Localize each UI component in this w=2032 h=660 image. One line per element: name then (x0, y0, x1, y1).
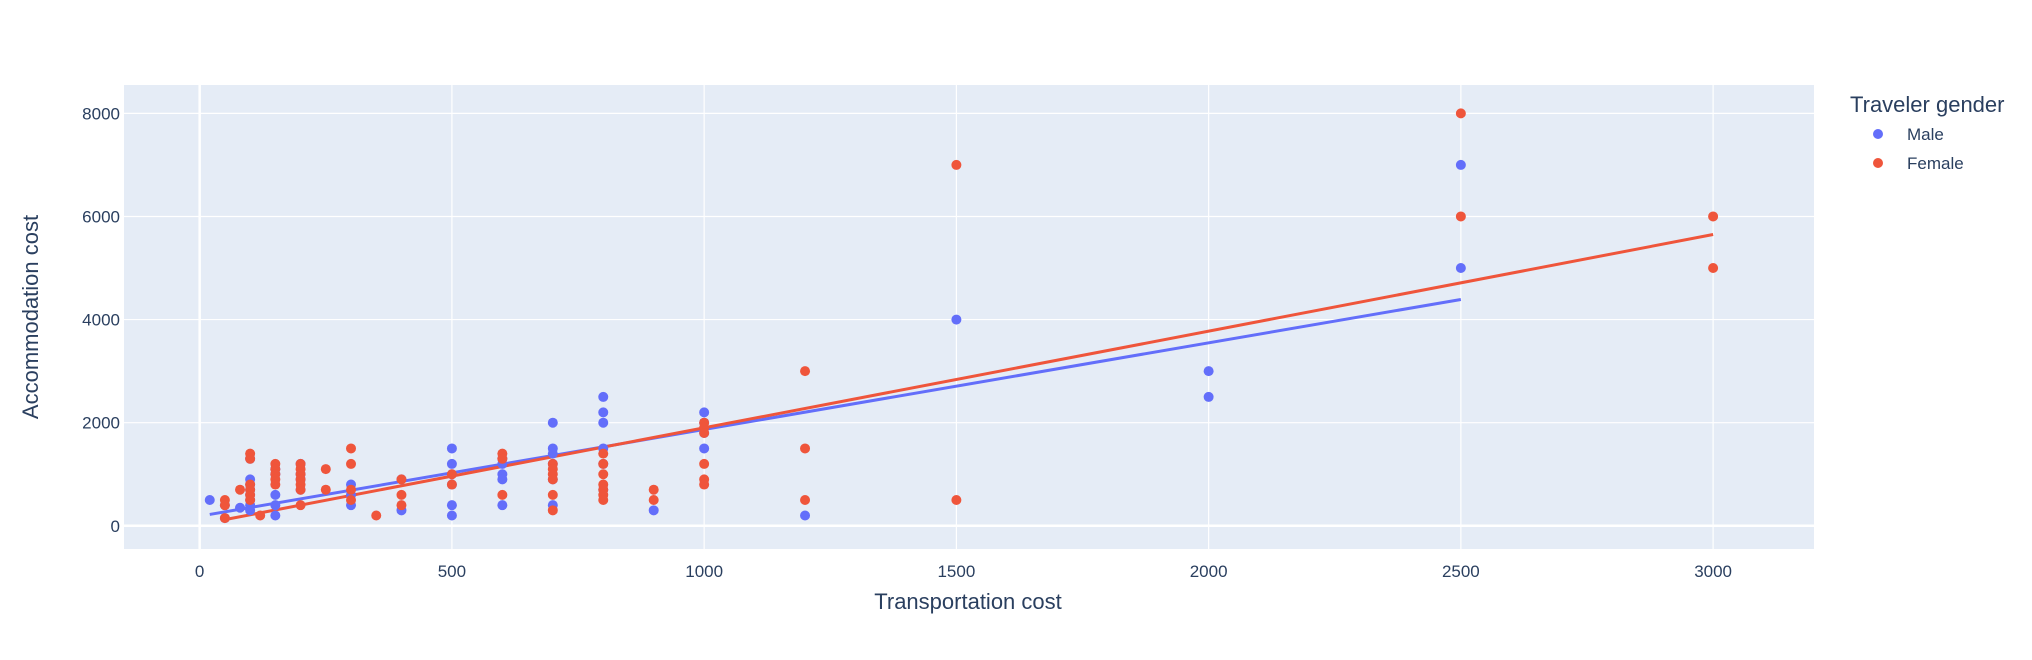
male-point (446, 458, 457, 469)
female-point (648, 484, 659, 495)
male-point (699, 443, 710, 454)
male-point (951, 314, 962, 325)
female-point (497, 453, 508, 464)
points (204, 108, 1719, 524)
female-point (800, 366, 811, 377)
male-point (446, 500, 457, 511)
male-point (800, 510, 811, 521)
female-point (598, 448, 609, 459)
female-trendline (224, 233, 1714, 522)
female-point (1708, 211, 1719, 222)
male-point (245, 505, 256, 516)
female-point (346, 443, 357, 454)
legend-title: Traveler gender (1850, 92, 2004, 117)
female-point (320, 484, 331, 495)
female-point (371, 510, 382, 521)
male-point (270, 489, 281, 500)
male-point (270, 510, 281, 521)
female-point (396, 489, 407, 500)
female-point (396, 500, 407, 511)
female-point (699, 479, 710, 490)
legend-marker-male (1873, 129, 1883, 139)
y-tick-label: 2000 (82, 414, 120, 433)
female-point (951, 495, 962, 506)
legend-label-female: Female (1907, 154, 1964, 173)
y-tick-label: 8000 (82, 104, 120, 123)
male-point (598, 391, 609, 402)
male-trendline (209, 297, 1462, 516)
x-tick-label: 2000 (1190, 562, 1228, 581)
male-point (598, 417, 609, 428)
male-point (497, 500, 508, 511)
x-tick-label: 1500 (937, 562, 975, 581)
female-point (219, 513, 230, 524)
female-point (547, 474, 558, 485)
female-point (800, 495, 811, 506)
female-point (446, 479, 457, 490)
male-point (446, 443, 457, 454)
y-tick-label: 0 (111, 517, 120, 536)
male-point (1203, 366, 1214, 377)
male-point (547, 448, 558, 459)
female-point (598, 495, 609, 506)
male-point (1455, 263, 1466, 274)
x-axis-ticks: 0 500 1000 1500 2000 2500 3000 (195, 562, 1732, 581)
x-tick-label: 0 (195, 562, 204, 581)
x-tick-label: 500 (438, 562, 466, 581)
y-axis-ticks: 0 2000 4000 6000 8000 (82, 104, 120, 535)
female-point (295, 500, 306, 511)
male-point (699, 407, 710, 418)
female-point (1455, 108, 1466, 119)
legend: Traveler gender Male Female (1850, 92, 2004, 173)
female-point (547, 489, 558, 500)
female-point (1708, 263, 1719, 274)
female-point (346, 458, 357, 469)
x-tick-label: 3000 (1694, 562, 1732, 581)
y-axis-title: Accommodation cost (18, 215, 43, 419)
female-point (648, 495, 659, 506)
female-point (255, 510, 266, 521)
female-point (800, 443, 811, 454)
female-point (219, 500, 230, 511)
female-point (951, 159, 962, 170)
female-point (346, 484, 357, 495)
male-point (497, 474, 508, 485)
y-tick-label: 4000 (82, 311, 120, 330)
male-point (648, 505, 659, 516)
y-tick-label: 6000 (82, 207, 120, 226)
x-tick-label: 1000 (685, 562, 723, 581)
male-point (547, 417, 558, 428)
male-point (204, 495, 215, 506)
female-point (547, 505, 558, 516)
female-point (235, 484, 246, 495)
female-point (699, 428, 710, 438)
male-point (235, 502, 246, 513)
male-point (270, 500, 281, 511)
female-point (598, 458, 609, 469)
female-point (396, 474, 407, 485)
female-point (245, 495, 256, 506)
male-point (598, 407, 609, 418)
female-point (598, 469, 609, 480)
female-point (346, 495, 357, 506)
trendlines (209, 233, 1714, 522)
male-point (1455, 159, 1466, 170)
female-point (699, 458, 710, 469)
legend-marker-female (1873, 158, 1883, 168)
female-point (1455, 211, 1466, 222)
female-point (295, 484, 306, 495)
male-point (1203, 391, 1214, 402)
female-point (320, 464, 331, 475)
female-point (446, 469, 457, 480)
female-point (270, 479, 281, 490)
legend-label-male: Male (1907, 125, 1944, 144)
plot-area (124, 85, 1814, 549)
x-axis-title: Transportation cost (874, 589, 1062, 614)
female-point (497, 489, 508, 500)
male-point (446, 510, 457, 521)
female-point (245, 453, 256, 464)
x-tick-label: 2500 (1442, 562, 1480, 581)
